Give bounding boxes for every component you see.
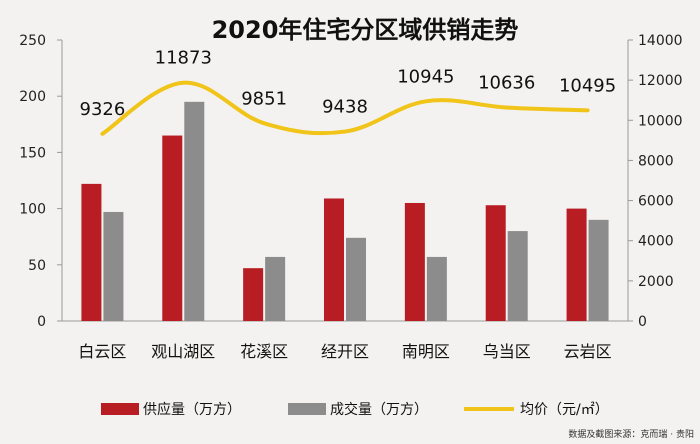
bar-sales [588, 219, 609, 321]
chart-title: 2020年住宅分区域供销走势 [212, 16, 519, 44]
bar-sales [265, 256, 286, 321]
legend-label: 成交量（万方） [330, 401, 428, 418]
x-axis-category-label: 南明区 [402, 342, 450, 361]
bar-supply [81, 183, 102, 321]
price-data-label: 11873 [155, 48, 212, 69]
bar-supply [485, 205, 506, 321]
legend-swatch [101, 403, 139, 415]
legend-label: 供应量（万方） [143, 401, 241, 418]
average-price-line [100, 80, 590, 136]
left-axis-tick-label: 250 [19, 33, 46, 49]
source-note: 数据及截图来源：克而瑞 · 贵阳 [568, 428, 694, 440]
legend-label: 均价（元/㎡） [520, 402, 609, 418]
left-axis-tick-label: 0 [37, 314, 46, 330]
price-data-label: 10495 [559, 75, 616, 96]
price-data-label: 9438 [322, 97, 368, 118]
right-axis-tick-label: 6000 [638, 194, 674, 210]
right-axis-tick-label: 14000 [638, 33, 683, 49]
price-data-label: 9851 [241, 88, 287, 109]
price-data-label: 10636 [478, 73, 535, 94]
bar-sales [346, 237, 366, 321]
right-axis-tick-label: 8000 [638, 153, 674, 169]
bar-sales [426, 256, 447, 321]
bar-supply [243, 268, 264, 321]
bar-supply [566, 208, 587, 321]
price-data-label: 10945 [397, 66, 454, 87]
right-axis-tick-label: 2000 [638, 274, 674, 290]
right-axis-tick-label: 12000 [638, 73, 683, 89]
bar-sales [103, 211, 124, 321]
bar-sales [507, 231, 528, 321]
left-axis-tick-label: 200 [19, 89, 46, 105]
bar-supply [324, 198, 344, 321]
bar-sales [184, 101, 205, 321]
legend-swatch [288, 403, 326, 415]
x-axis-category-label: 花溪区 [240, 342, 288, 361]
right-axis-tick-label: 10000 [638, 113, 683, 129]
left-axis-tick-label: 50 [28, 258, 46, 274]
bar-supply [404, 202, 425, 321]
x-axis-category-label: 观山湖区 [151, 342, 215, 361]
right-axis-tick-label: 4000 [638, 234, 674, 250]
bar-supply [162, 135, 183, 321]
left-axis-tick-label: 150 [19, 145, 46, 161]
x-axis-category-label: 白云区 [78, 342, 126, 361]
right-axis-tick-label: 0 [638, 314, 647, 330]
x-axis-category-label: 乌当区 [483, 342, 531, 361]
left-axis-tick-label: 100 [19, 202, 46, 218]
price-data-label: 9326 [80, 99, 126, 120]
x-axis-category-label: 经开区 [321, 342, 369, 361]
x-axis-category-label: 云岩区 [564, 342, 612, 361]
